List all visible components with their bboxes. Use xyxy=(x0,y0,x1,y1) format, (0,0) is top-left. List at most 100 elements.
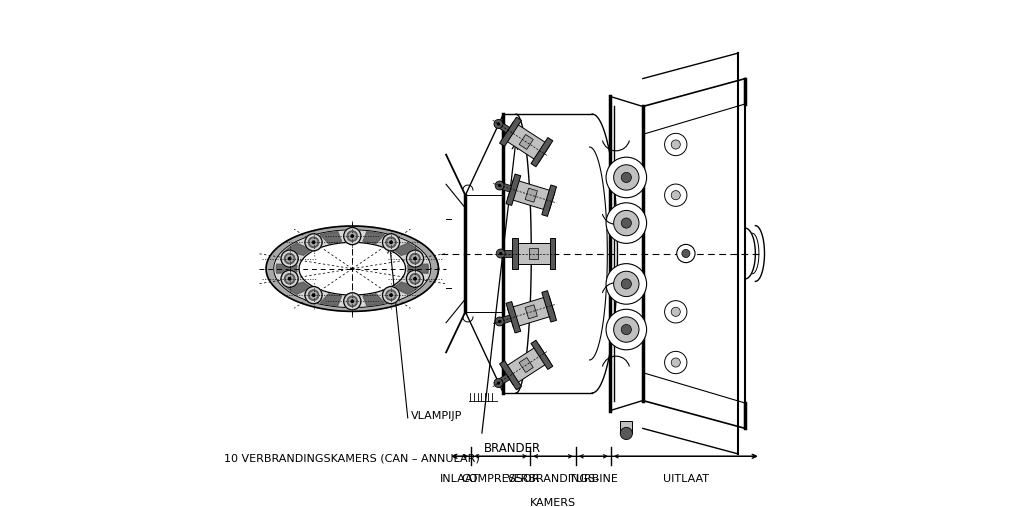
Circle shape xyxy=(306,288,321,302)
Circle shape xyxy=(497,381,500,385)
Circle shape xyxy=(409,252,422,266)
Polygon shape xyxy=(393,282,419,295)
Circle shape xyxy=(305,234,323,251)
Circle shape xyxy=(312,241,314,243)
Circle shape xyxy=(494,379,503,387)
Circle shape xyxy=(349,233,355,239)
Circle shape xyxy=(349,298,355,305)
Circle shape xyxy=(494,120,503,128)
Circle shape xyxy=(384,288,398,302)
Text: 10 VERBRANDINGSKAMERS (CAN – ANNULAR): 10 VERBRANDINGSKAMERS (CAN – ANNULAR) xyxy=(224,454,480,464)
Polygon shape xyxy=(508,296,555,328)
Circle shape xyxy=(386,290,396,300)
Polygon shape xyxy=(321,232,342,244)
Circle shape xyxy=(496,317,504,326)
Polygon shape xyxy=(503,122,550,162)
Circle shape xyxy=(305,286,323,304)
Circle shape xyxy=(606,157,646,198)
Text: COMPRESSOR: COMPRESSOR xyxy=(462,474,540,484)
Polygon shape xyxy=(531,137,553,167)
Circle shape xyxy=(622,279,632,289)
Circle shape xyxy=(281,270,298,287)
Circle shape xyxy=(384,235,398,249)
Circle shape xyxy=(310,239,316,245)
Polygon shape xyxy=(500,360,521,390)
Circle shape xyxy=(613,210,639,236)
Circle shape xyxy=(289,278,291,280)
Circle shape xyxy=(671,140,680,149)
Circle shape xyxy=(497,122,500,126)
Circle shape xyxy=(289,258,291,260)
Circle shape xyxy=(622,172,632,183)
Polygon shape xyxy=(519,134,534,150)
Polygon shape xyxy=(321,294,342,306)
Polygon shape xyxy=(508,179,555,211)
Circle shape xyxy=(613,165,639,190)
Circle shape xyxy=(386,237,396,247)
Circle shape xyxy=(281,250,298,267)
Text: KAMERS: KAMERS xyxy=(530,498,577,507)
Polygon shape xyxy=(276,264,297,273)
Circle shape xyxy=(499,252,503,255)
Circle shape xyxy=(606,264,646,304)
Polygon shape xyxy=(286,243,311,256)
Circle shape xyxy=(351,300,353,303)
Circle shape xyxy=(285,254,295,264)
Polygon shape xyxy=(542,185,556,216)
Circle shape xyxy=(285,274,295,284)
Circle shape xyxy=(388,292,394,299)
Circle shape xyxy=(308,237,318,247)
Polygon shape xyxy=(497,121,510,133)
Circle shape xyxy=(283,252,297,266)
Circle shape xyxy=(665,184,687,206)
Text: UITLAAT: UITLAAT xyxy=(663,474,709,484)
Circle shape xyxy=(390,294,392,296)
Text: BRANDER: BRANDER xyxy=(484,442,542,455)
Polygon shape xyxy=(497,374,510,386)
Polygon shape xyxy=(550,238,555,269)
Polygon shape xyxy=(499,315,511,324)
Polygon shape xyxy=(525,305,538,319)
Circle shape xyxy=(665,351,687,374)
Polygon shape xyxy=(273,230,431,308)
Circle shape xyxy=(390,241,392,243)
Circle shape xyxy=(345,229,359,243)
Circle shape xyxy=(345,295,359,308)
Text: VLAMPIJP: VLAMPIJP xyxy=(411,411,462,421)
Circle shape xyxy=(665,301,687,323)
Circle shape xyxy=(622,324,632,335)
Polygon shape xyxy=(506,174,521,205)
Polygon shape xyxy=(266,226,438,311)
Text: INLAAT: INLAAT xyxy=(439,474,479,484)
Circle shape xyxy=(606,203,646,243)
Circle shape xyxy=(412,256,418,262)
Circle shape xyxy=(382,286,399,304)
Polygon shape xyxy=(503,345,550,385)
Circle shape xyxy=(410,254,420,264)
Circle shape xyxy=(496,181,504,190)
Circle shape xyxy=(312,294,314,296)
Polygon shape xyxy=(501,250,512,257)
Polygon shape xyxy=(529,247,539,260)
Circle shape xyxy=(382,234,399,251)
Polygon shape xyxy=(525,188,538,202)
Circle shape xyxy=(414,258,416,260)
Circle shape xyxy=(344,228,360,245)
Circle shape xyxy=(671,307,680,316)
Circle shape xyxy=(613,317,639,342)
Polygon shape xyxy=(299,242,406,295)
Polygon shape xyxy=(542,291,556,322)
Circle shape xyxy=(498,184,501,187)
Circle shape xyxy=(682,249,690,258)
Circle shape xyxy=(287,256,293,262)
Circle shape xyxy=(671,358,680,367)
Polygon shape xyxy=(512,238,518,269)
Circle shape xyxy=(344,293,360,310)
Text: TURBINE: TURBINE xyxy=(568,474,617,484)
Circle shape xyxy=(412,275,418,282)
Polygon shape xyxy=(362,294,384,306)
Polygon shape xyxy=(393,243,419,256)
Circle shape xyxy=(671,191,680,200)
Polygon shape xyxy=(531,340,553,370)
Circle shape xyxy=(310,292,316,299)
